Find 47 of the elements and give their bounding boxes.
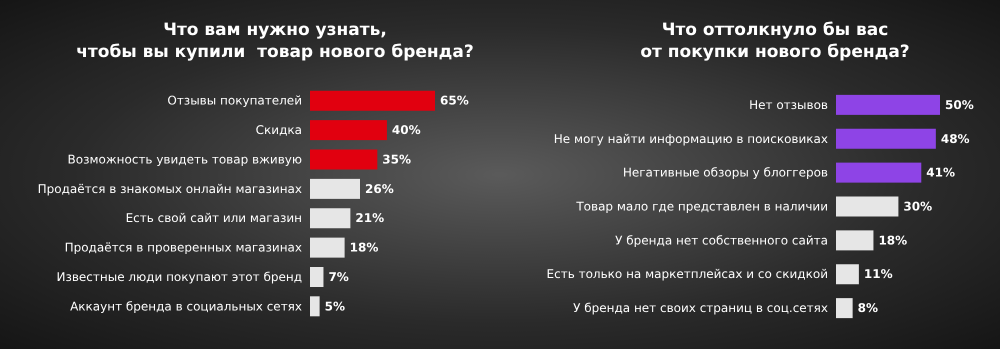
data-label: 50% (945, 98, 974, 112)
data-label: 40% (392, 123, 421, 138)
y-tick-label: Есть свой сайт или магазин (126, 211, 302, 226)
y-tick-label: Известные люди покупают этот бренд (56, 270, 302, 284)
y-tick-label: Скидка (256, 123, 302, 138)
y-tick-label: Аккаунт бренда в социальных сетях (70, 299, 302, 314)
data-label: 35% (382, 152, 412, 166)
bar (310, 149, 378, 170)
bar (836, 196, 898, 216)
data-label: 5% (324, 299, 345, 314)
bar (310, 208, 350, 228)
bar (836, 298, 853, 318)
y-tick-label: Возможность увидеть товар вживую (68, 152, 302, 166)
bar (310, 238, 345, 258)
bar (836, 128, 936, 149)
y-tick-label: У бренда нет собственного сайта (615, 233, 828, 248)
data-label: 11% (864, 267, 893, 282)
y-tick-label: Есть только на маркетплейсах и со скидкой (546, 267, 828, 282)
chart-title: Что оттолкнуло бы вас от покупки нового бренда? (640, 20, 910, 62)
bar (836, 94, 940, 115)
data-label: 8% (858, 301, 878, 316)
data-label: 26% (365, 182, 394, 196)
bar (310, 120, 387, 140)
y-tick-label: Отзывы покупателей (167, 94, 302, 108)
y-tick-label: Продаётся в проверенных магазинах (64, 240, 302, 255)
y-tick-label: Нет отзывов (749, 98, 828, 112)
data-label: 18% (350, 240, 378, 255)
data-label: 21% (355, 211, 384, 226)
bar (836, 230, 874, 250)
chart-title: Что вам нужно узнать, чтобы вы купили товар нового бренда? (76, 20, 474, 62)
data-label: 7% (328, 270, 349, 284)
y-tick-label: У бренда нет своих страниц в соц.сетях (573, 301, 828, 316)
y-tick-label: Негативные обзоры у блоггеров (622, 166, 828, 180)
bar (310, 266, 324, 287)
bar (310, 296, 320, 316)
bar (836, 162, 922, 183)
bar (310, 178, 360, 199)
y-tick-label: Продаётся в знакомых онлайн магазинах (38, 182, 302, 196)
data-label: 48% (940, 132, 970, 146)
data-label: 41% (926, 166, 956, 180)
bar (310, 90, 435, 111)
y-tick-label: Товар мало где представлен в наличии (575, 200, 828, 214)
data-label: 30% (903, 200, 932, 214)
data-label: 18% (878, 233, 908, 248)
y-tick-label: Не могу найти информацию в поисковиках (554, 132, 828, 146)
data-label: 65% (440, 94, 469, 108)
bar (836, 264, 859, 284)
